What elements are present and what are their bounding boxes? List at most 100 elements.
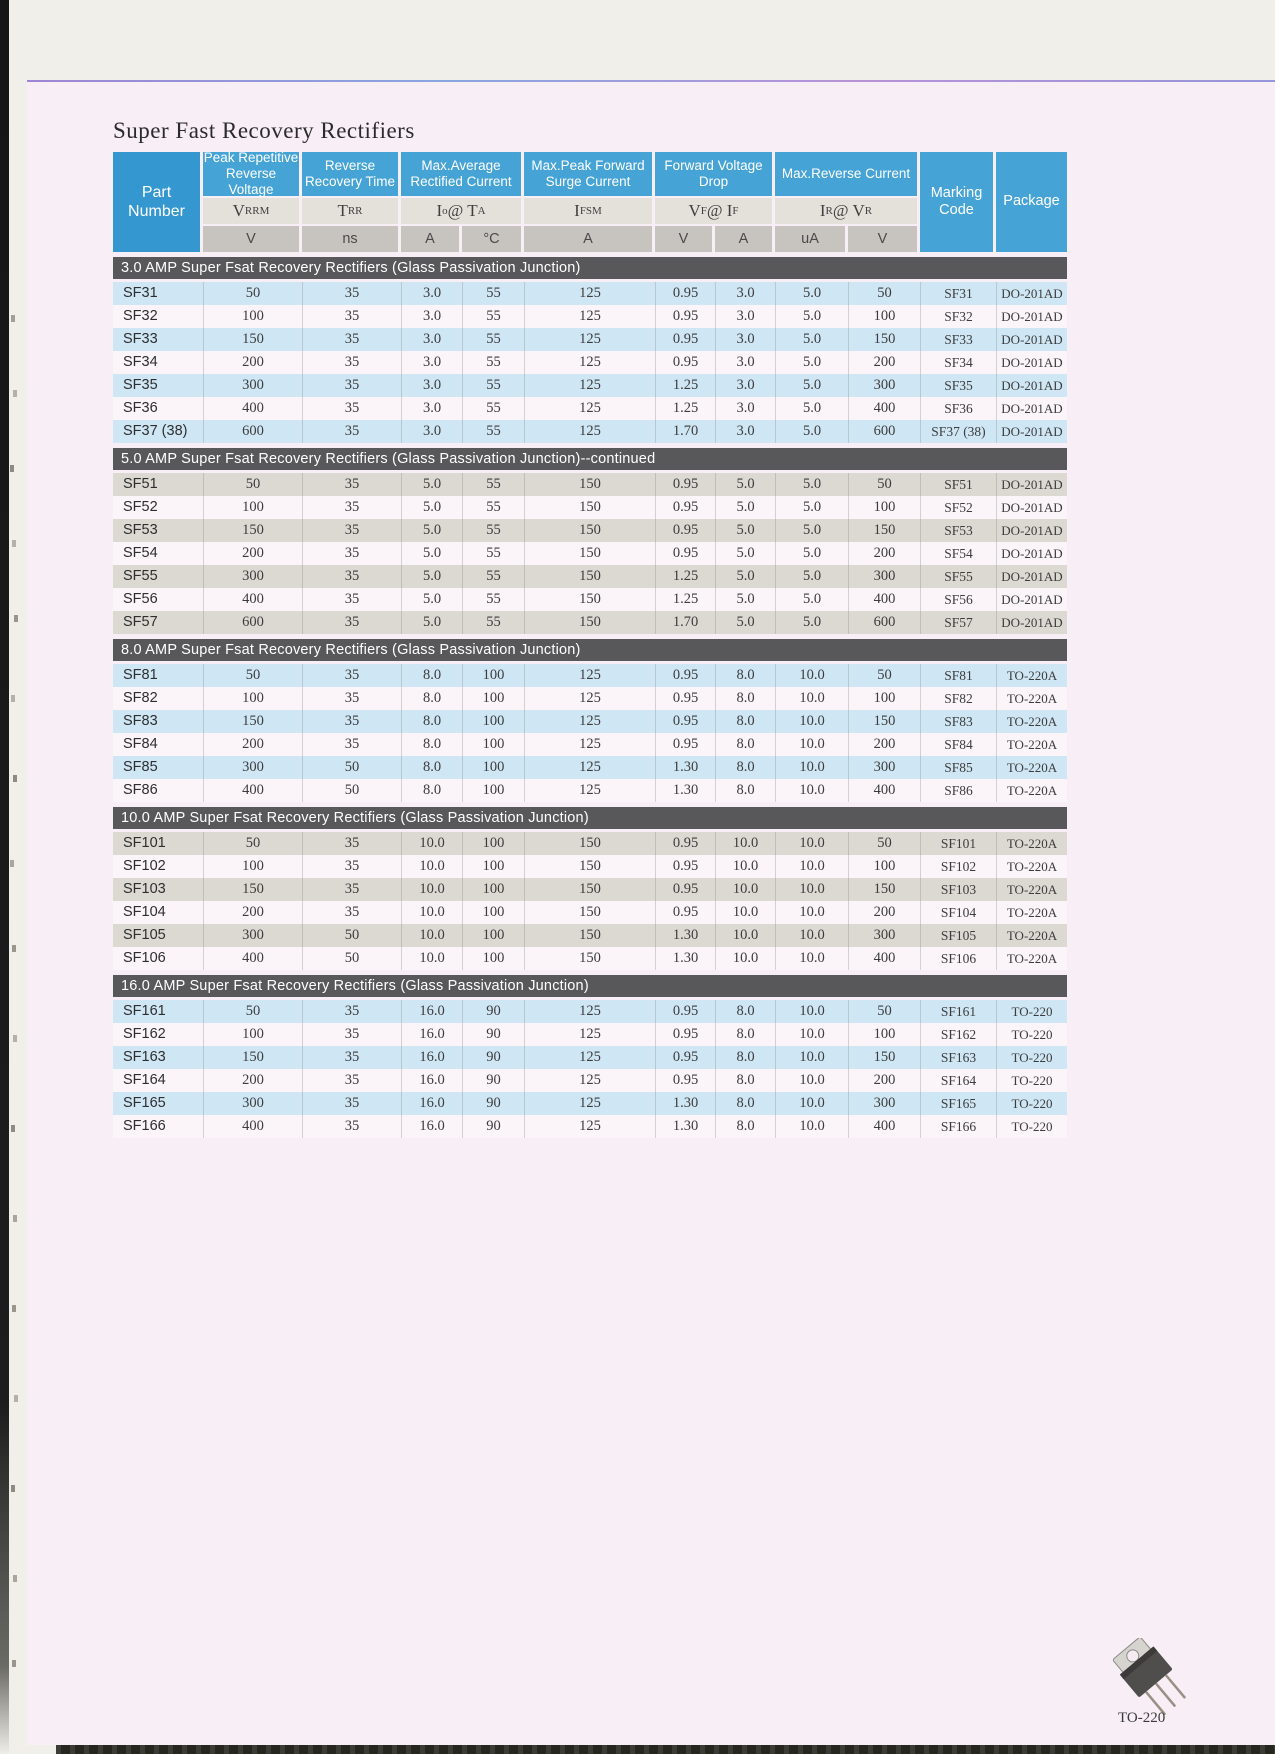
value-cell: 0.95 bbox=[655, 710, 715, 733]
rectifier-spec-table: Part Number Peak Repetitive Reverse Volt… bbox=[113, 149, 1067, 1138]
value-cell: 55 bbox=[462, 542, 524, 565]
value-cell: 0.95 bbox=[655, 832, 715, 855]
table-row: SF83 150 35 8.0 100 125 0.95 8.0 10.0 150 SF83 TO-2… bbox=[113, 710, 1067, 733]
part-number-cell: SF164 bbox=[123, 1072, 166, 1088]
value-cell: 600 bbox=[848, 420, 920, 443]
value-cell: 55 bbox=[462, 282, 524, 305]
value-cell: 35 bbox=[302, 1092, 401, 1115]
value-cell: 10.0 bbox=[775, 710, 848, 733]
part-number-cell: SF52 bbox=[123, 499, 158, 515]
value-cell: 50 bbox=[203, 1000, 302, 1023]
value-cell: 55 bbox=[462, 420, 524, 443]
value-cell: 35 bbox=[302, 420, 401, 443]
value-cell: 200 bbox=[848, 542, 920, 565]
value-cell: 200 bbox=[203, 733, 302, 756]
value-cell: 90 bbox=[462, 1023, 524, 1046]
value-cell: 1.70 bbox=[655, 611, 715, 634]
table-row: SF103 150 35 10.0 100 150 0.95 10.0 10.0 150 SF103… bbox=[113, 878, 1067, 901]
package-cell: DO-201AD bbox=[996, 328, 1067, 351]
value-cell: 400 bbox=[848, 397, 920, 420]
value-cell: 200 bbox=[203, 351, 302, 374]
col-header-peak-repetitive-reverse-voltage: Peak Repetitive Reverse Voltage bbox=[203, 149, 299, 198]
value-cell: 5.0 bbox=[775, 420, 848, 443]
value-cell: 10.0 bbox=[715, 901, 775, 924]
value-cell: 600 bbox=[203, 420, 302, 443]
package-cell: DO-201AD bbox=[996, 519, 1067, 542]
value-cell: 150 bbox=[524, 878, 655, 901]
value-cell: 55 bbox=[462, 374, 524, 397]
value-cell: 10.0 bbox=[775, 1069, 848, 1092]
marking-cell: SF103 bbox=[920, 878, 996, 901]
package-cell: DO-201AD bbox=[996, 588, 1067, 611]
value-cell: 5.0 bbox=[715, 496, 775, 519]
part-number-cell: SF161 bbox=[123, 1003, 166, 1019]
value-cell: 300 bbox=[848, 756, 920, 779]
package-cell: TO-220A bbox=[996, 756, 1067, 779]
to-220-package-label: TO-220 bbox=[1118, 1710, 1166, 1726]
table-section: 16.0 AMP Super Fsat Recovery Rectifiers … bbox=[113, 975, 1067, 1138]
value-cell: 0.95 bbox=[655, 733, 715, 756]
value-cell: 8.0 bbox=[715, 779, 775, 802]
col-header-package: Package bbox=[996, 152, 1067, 252]
value-cell: 16.0 bbox=[401, 1092, 462, 1115]
part-number-cell: SF103 bbox=[123, 881, 166, 897]
value-cell: 400 bbox=[848, 588, 920, 611]
value-cell: 300 bbox=[848, 565, 920, 588]
value-cell: 3.0 bbox=[401, 374, 462, 397]
marking-cell: SF165 bbox=[920, 1092, 996, 1115]
part-number-cell: SF31 bbox=[123, 285, 158, 301]
value-cell: 16.0 bbox=[401, 1023, 462, 1046]
value-cell: 600 bbox=[203, 611, 302, 634]
package-cell: DO-201AD bbox=[996, 496, 1067, 519]
marking-cell: SF56 bbox=[920, 588, 996, 611]
table-row: SF86 400 50 8.0 100 125 1.30 8.0 10.0 400 SF86 TO-2… bbox=[113, 779, 1067, 802]
table-row: SF106 400 50 10.0 100 150 1.30 10.0 10.0 400 SF106… bbox=[113, 947, 1067, 970]
value-cell: 35 bbox=[302, 878, 401, 901]
table-row: SF35 300 35 3.0 55 125 1.25 3.0 5.0 300 SF35 DO-201… bbox=[113, 374, 1067, 397]
marking-cell: SF57 bbox=[920, 611, 996, 634]
value-cell: 10.0 bbox=[775, 687, 848, 710]
value-cell: 125 bbox=[524, 733, 655, 756]
table-row: SF32 100 35 3.0 55 125 0.95 3.0 5.0 100 SF32 DO-201… bbox=[113, 305, 1067, 328]
value-cell: 125 bbox=[524, 710, 655, 733]
value-cell: 16.0 bbox=[401, 1000, 462, 1023]
package-cell: DO-201AD bbox=[996, 374, 1067, 397]
package-cell: DO-201AD bbox=[996, 305, 1067, 328]
part-number-cell: SF56 bbox=[123, 591, 158, 607]
value-cell: 0.95 bbox=[655, 1069, 715, 1092]
value-cell: 35 bbox=[302, 351, 401, 374]
value-cell: 100 bbox=[462, 733, 524, 756]
section-header: 16.0 AMP Super Fsat Recovery Rectifiers … bbox=[113, 975, 1067, 997]
value-cell: 55 bbox=[462, 397, 524, 420]
symbol-ifsm: I FSM bbox=[524, 198, 652, 224]
part-number-cell: SF104 bbox=[123, 904, 166, 920]
table-row: SF105 300 50 10.0 100 150 1.30 10.0 10.0 300 SF105… bbox=[113, 924, 1067, 947]
scan-edge-shadow bbox=[0, 0, 9, 1754]
section-header: 8.0 AMP Super Fsat Recovery Rectifiers (… bbox=[113, 639, 1067, 661]
package-cell: TO-220A bbox=[996, 924, 1067, 947]
part-number-cell: SF81 bbox=[123, 667, 158, 683]
value-cell: 400 bbox=[203, 947, 302, 970]
value-cell: 35 bbox=[302, 305, 401, 328]
part-number-cell: SF84 bbox=[123, 736, 158, 752]
value-cell: 400 bbox=[203, 397, 302, 420]
value-cell: 1.70 bbox=[655, 420, 715, 443]
value-cell: 55 bbox=[462, 305, 524, 328]
value-cell: 150 bbox=[524, 924, 655, 947]
marking-cell: SF53 bbox=[920, 519, 996, 542]
value-cell: 35 bbox=[302, 588, 401, 611]
part-number-cell: SF83 bbox=[123, 713, 158, 729]
value-cell: 35 bbox=[302, 733, 401, 756]
value-cell: 100 bbox=[848, 1023, 920, 1046]
col-header-forward-voltage-drop: Forward Voltage Drop bbox=[655, 152, 772, 196]
unit-cell: V bbox=[848, 226, 917, 252]
value-cell: 150 bbox=[524, 473, 655, 496]
value-cell: 8.0 bbox=[401, 664, 462, 687]
value-cell: 300 bbox=[848, 1092, 920, 1115]
col-header-max-peak-forward-surge-current: Max.Peak Forward Surge Current bbox=[524, 152, 652, 196]
value-cell: 150 bbox=[203, 1046, 302, 1069]
marking-cell: SF84 bbox=[920, 733, 996, 756]
value-cell: 50 bbox=[203, 832, 302, 855]
marking-cell: SF161 bbox=[920, 1000, 996, 1023]
package-cell: TO-220A bbox=[996, 664, 1067, 687]
